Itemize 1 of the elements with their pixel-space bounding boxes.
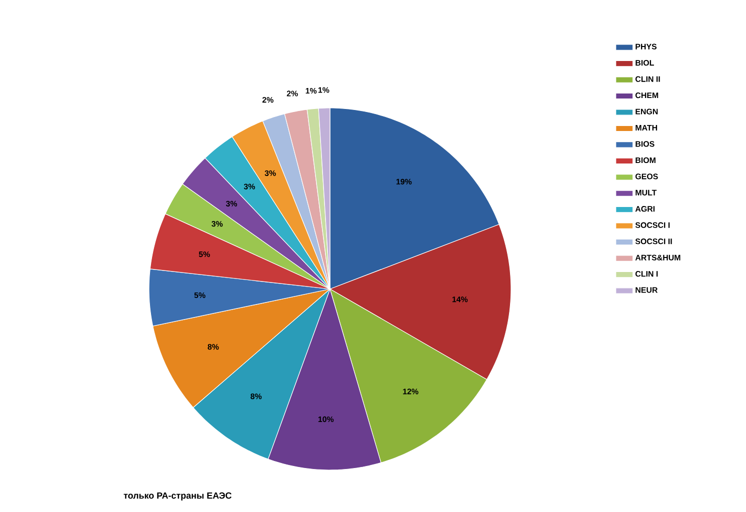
text: только РА-страны ЕАЭС: [124, 492, 232, 500]
